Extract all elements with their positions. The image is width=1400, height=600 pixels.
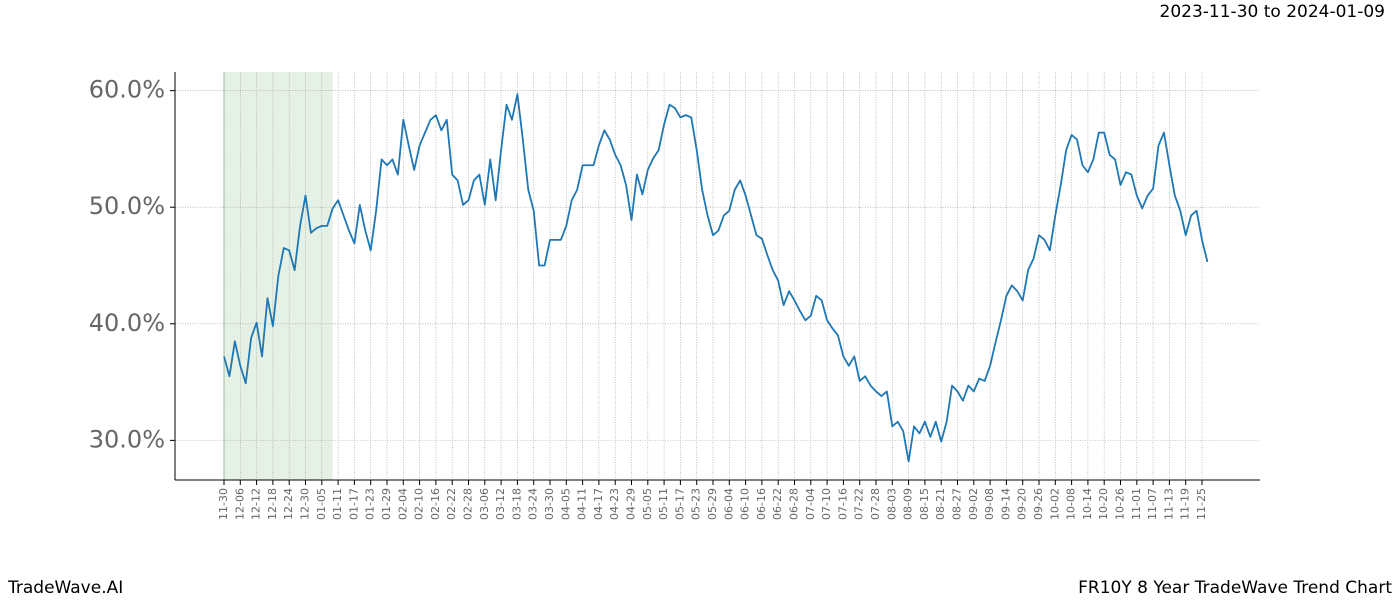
x-tick-label: 08-03 — [885, 488, 898, 520]
x-tick-label: 01-29 — [380, 488, 393, 520]
x-tick-label: 07-16 — [836, 488, 849, 520]
x-tick-label: 06-28 — [788, 488, 801, 520]
x-tick-label: 08-15 — [918, 488, 931, 520]
x-tick-label: 02-16 — [429, 488, 442, 520]
y-tick-label: 30.0% — [89, 425, 165, 453]
x-tick-label: 02-28 — [462, 488, 475, 520]
x-tick-label: 01-23 — [364, 488, 377, 520]
x-tick-label: 04-29 — [625, 488, 638, 520]
x-tick-label: 05-11 — [657, 488, 670, 520]
chart-title: FR10Y 8 Year TradeWave Trend Chart — [1078, 578, 1392, 598]
x-tick-label: 03-24 — [527, 488, 540, 520]
x-tick-label: 12-18 — [266, 488, 279, 520]
x-tick-label: 08-27 — [951, 488, 964, 520]
x-tick-label: 07-04 — [804, 488, 817, 520]
x-tick-label: 09-20 — [1016, 488, 1029, 520]
x-tick-label: 11-01 — [1130, 488, 1143, 520]
x-tick-label: 05-23 — [690, 488, 703, 520]
x-tick-label: 11-30 — [217, 488, 230, 520]
x-tick-label: 07-22 — [853, 488, 866, 520]
x-tick-label: 09-14 — [999, 488, 1012, 520]
x-tick-label: 06-10 — [739, 488, 752, 520]
x-tick-label: 05-29 — [706, 488, 719, 520]
x-tick-label: 12-12 — [250, 488, 263, 520]
x-tick-label: 05-05 — [641, 488, 654, 520]
x-tick-label: 10-08 — [1065, 488, 1078, 520]
x-tick-label: 08-09 — [902, 488, 915, 520]
x-tick-label: 01-11 — [331, 488, 344, 520]
x-tick-label: 05-17 — [673, 488, 686, 520]
x-tick-label: 12-06 — [233, 488, 246, 520]
y-tick-label: 40.0% — [89, 309, 165, 337]
brand: TradeWave.AI — [7, 578, 123, 598]
x-tick-label: 09-02 — [967, 488, 980, 520]
y-tick-label: 50.0% — [89, 192, 165, 220]
x-tick-label: 08-21 — [934, 488, 947, 520]
y-tick-label: 60.0% — [89, 76, 165, 104]
x-tick-label: 12-30 — [299, 488, 312, 520]
x-tick-label: 04-17 — [592, 488, 605, 520]
x-tick-label: 11-19 — [1179, 488, 1192, 520]
x-tick-label: 03-06 — [478, 488, 491, 520]
x-tick-label: 11-13 — [1162, 488, 1175, 520]
x-tick-label: 01-17 — [347, 488, 360, 520]
x-tick-label: 11-25 — [1195, 488, 1208, 520]
x-tick-label: 12-24 — [282, 488, 295, 520]
x-tick-label: 06-04 — [722, 488, 735, 520]
x-tick-label: 10-26 — [1114, 488, 1127, 520]
plot-area: 30.0% 40.0% 50.0% 60.0% 11-30 12-06 12-12 12-18… — [89, 72, 1260, 520]
x-tick-label: 09-08 — [983, 488, 996, 520]
x-tick-label: 04-11 — [576, 488, 589, 520]
x-tick-label: 02-04 — [396, 488, 409, 520]
date-range: 2023-11-30 to 2024-01-09 — [1160, 2, 1385, 22]
x-tick-label: 02-22 — [445, 488, 458, 520]
x-tick-label: 06-22 — [771, 488, 784, 520]
x-tick-label: 04-23 — [608, 488, 621, 520]
x-tick-label: 03-12 — [494, 488, 507, 520]
x-tick-label: 01-05 — [315, 488, 328, 520]
x-tick-label: 10-14 — [1081, 488, 1094, 520]
x-tick-label: 11-07 — [1146, 488, 1159, 520]
x-tick-label: 09-26 — [1032, 488, 1045, 520]
x-tick-label: 04-05 — [559, 488, 572, 520]
x-tick-label: 07-10 — [820, 488, 833, 520]
x-tick-label: 03-18 — [510, 488, 523, 520]
x-tick-label: 06-16 — [755, 488, 768, 520]
x-tick-label: 10-20 — [1097, 488, 1110, 520]
x-tick-label: 10-02 — [1048, 488, 1061, 520]
x-tick-label: 03-30 — [543, 488, 556, 520]
x-tick-label: 07-28 — [869, 488, 882, 520]
x-tick-label: 02-10 — [413, 488, 426, 520]
trend-line — [223, 93, 1209, 463]
